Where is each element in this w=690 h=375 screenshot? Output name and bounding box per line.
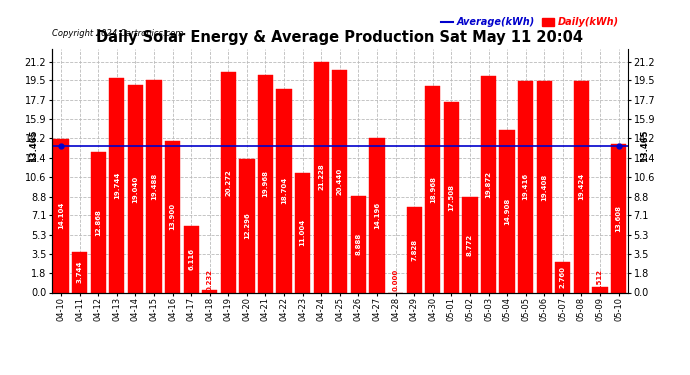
Bar bbox=[574, 81, 589, 292]
Text: 14.104: 14.104 bbox=[58, 202, 64, 229]
Bar bbox=[518, 81, 533, 292]
Text: 19.968: 19.968 bbox=[262, 170, 268, 197]
Text: 20.440: 20.440 bbox=[337, 168, 343, 195]
Bar bbox=[611, 144, 627, 292]
Text: 3.744: 3.744 bbox=[77, 261, 83, 284]
Text: 0.000: 0.000 bbox=[393, 268, 399, 291]
Text: 19.416: 19.416 bbox=[523, 173, 529, 200]
Text: 19.408: 19.408 bbox=[541, 173, 547, 201]
Bar bbox=[425, 86, 440, 292]
Bar bbox=[146, 81, 161, 292]
Text: 13.608: 13.608 bbox=[615, 205, 622, 232]
Text: 19.040: 19.040 bbox=[132, 175, 139, 202]
Bar bbox=[462, 197, 477, 292]
Bar bbox=[109, 78, 124, 292]
Legend: Average(kWh), Daily(kWh): Average(kWh), Daily(kWh) bbox=[437, 13, 623, 31]
Bar bbox=[258, 75, 273, 292]
Text: 12.296: 12.296 bbox=[244, 212, 250, 239]
Bar bbox=[351, 196, 366, 292]
Text: 18.704: 18.704 bbox=[281, 177, 287, 204]
Text: 8.772: 8.772 bbox=[467, 234, 473, 256]
Text: 14.908: 14.908 bbox=[504, 198, 510, 225]
Bar bbox=[593, 287, 608, 292]
Bar bbox=[332, 70, 348, 292]
Bar bbox=[295, 173, 310, 292]
Bar bbox=[184, 226, 199, 292]
Bar bbox=[277, 89, 292, 292]
Text: 17.508: 17.508 bbox=[448, 184, 454, 211]
Bar bbox=[165, 141, 180, 292]
Bar bbox=[90, 153, 106, 292]
Bar bbox=[555, 262, 571, 292]
Bar bbox=[314, 62, 329, 292]
Text: 19.744: 19.744 bbox=[114, 171, 120, 199]
Text: 0.232: 0.232 bbox=[207, 269, 213, 291]
Text: 6.116: 6.116 bbox=[188, 248, 194, 270]
Bar bbox=[406, 207, 422, 292]
Bar bbox=[537, 81, 552, 292]
Bar bbox=[53, 139, 69, 292]
Text: 18.968: 18.968 bbox=[430, 176, 436, 203]
Text: 8.888: 8.888 bbox=[355, 233, 362, 255]
Bar bbox=[444, 102, 459, 292]
Bar bbox=[72, 252, 87, 292]
Text: 21.228: 21.228 bbox=[318, 164, 324, 190]
Text: 7.828: 7.828 bbox=[411, 239, 417, 261]
Title: Daily Solar Energy & Average Production Sat May 11 20:04: Daily Solar Energy & Average Production … bbox=[97, 30, 583, 45]
Text: 20.272: 20.272 bbox=[226, 169, 231, 196]
Text: 2.760: 2.760 bbox=[560, 267, 566, 288]
Bar bbox=[202, 290, 217, 292]
Text: 19.488: 19.488 bbox=[151, 173, 157, 200]
Text: 14.196: 14.196 bbox=[374, 202, 380, 229]
Bar bbox=[221, 72, 236, 292]
Text: 13.465: 13.465 bbox=[640, 130, 649, 162]
Bar bbox=[239, 159, 255, 292]
Text: 19.872: 19.872 bbox=[486, 171, 491, 198]
Text: 13.900: 13.900 bbox=[170, 203, 175, 230]
Text: 12.868: 12.868 bbox=[95, 209, 101, 236]
Bar bbox=[128, 86, 143, 292]
Text: 11.004: 11.004 bbox=[299, 219, 306, 246]
Bar bbox=[481, 76, 496, 292]
Text: 19.424: 19.424 bbox=[578, 173, 584, 201]
Bar bbox=[500, 130, 515, 292]
Text: 0.512: 0.512 bbox=[597, 269, 603, 291]
Text: 13.465: 13.465 bbox=[29, 130, 38, 162]
Text: Copyright 2024 Cartronics.com: Copyright 2024 Cartronics.com bbox=[52, 29, 183, 38]
Bar bbox=[369, 138, 384, 292]
